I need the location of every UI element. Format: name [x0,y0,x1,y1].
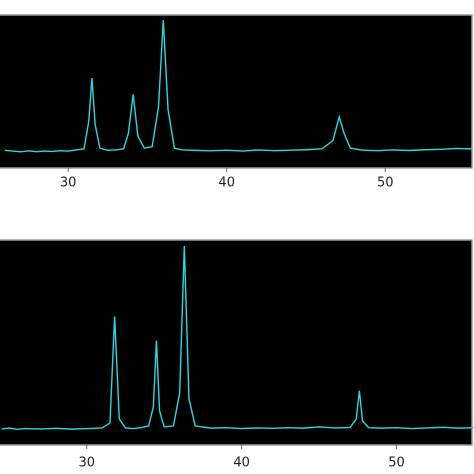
diffraction-line [1,245,474,431]
x-tick-label: 30 [78,456,95,471]
x-tick-label: 40 [218,176,235,191]
x-tick-label: 50 [377,176,394,191]
x-tick-label: 40 [233,456,250,471]
diffraction-line [4,19,473,153]
plot-area [0,14,473,169]
x-tick-label: 50 [388,456,405,471]
plot-area [0,239,473,446]
x-tick-label: 30 [60,176,77,191]
